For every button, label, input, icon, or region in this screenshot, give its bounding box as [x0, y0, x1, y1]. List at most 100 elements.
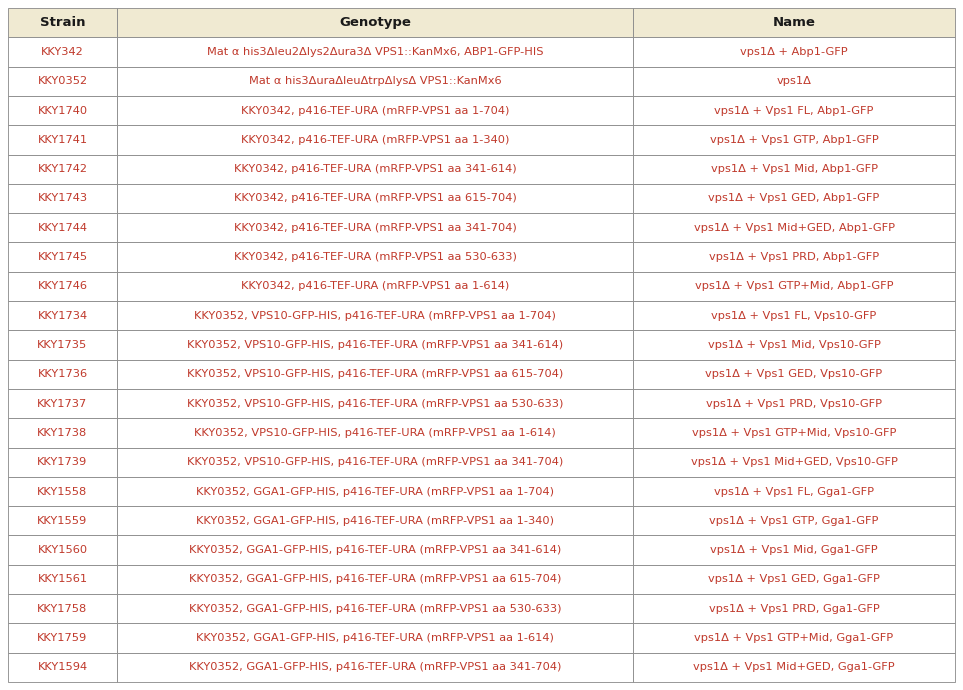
Text: KKY0352, GGA1-GFP-HIS, p416-TEF-URA (mRFP-VPS1 aa 615-704): KKY0352, GGA1-GFP-HIS, p416-TEF-URA (mRF…	[189, 575, 561, 584]
Bar	[8, 37, 117, 67]
Text: vps1Δ + Vps1 Mid+GED, Abp1-GFP: vps1Δ + Vps1 Mid+GED, Abp1-GFP	[693, 223, 895, 233]
Bar	[117, 594, 633, 623]
Bar	[633, 389, 955, 418]
Text: KKY1736: KKY1736	[38, 369, 88, 380]
Text: vps1Δ + Vps1 Mid, Vps10-GFP: vps1Δ + Vps1 Mid, Vps10-GFP	[708, 340, 880, 350]
Bar	[8, 535, 117, 565]
Bar	[633, 37, 955, 67]
Text: KKY0352, GGA1-GFP-HIS, p416-TEF-URA (mRFP-VPS1 aa 1-614): KKY0352, GGA1-GFP-HIS, p416-TEF-URA (mRF…	[196, 633, 554, 643]
Text: KKY0352: KKY0352	[38, 77, 88, 86]
Bar	[8, 418, 117, 448]
Text: KKY0352, VPS10-GFP-HIS, p416-TEF-URA (mRFP-VPS1 aa 1-614): KKY0352, VPS10-GFP-HIS, p416-TEF-URA (mR…	[195, 428, 556, 438]
Bar	[117, 506, 633, 535]
Bar	[8, 506, 117, 535]
Bar	[8, 67, 117, 96]
Bar	[117, 623, 633, 653]
Bar	[633, 96, 955, 125]
Text: Mat α his3Δleu2Δlys2Δura3Δ VPS1::KanMx6, ABP1-GFP-HIS: Mat α his3Δleu2Δlys2Δura3Δ VPS1::KanMx6,…	[207, 47, 543, 57]
Text: KKY1745: KKY1745	[38, 252, 88, 262]
Text: vps1Δ + Vps1 GTP+Mid, Abp1-GFP: vps1Δ + Vps1 GTP+Mid, Abp1-GFP	[694, 282, 894, 291]
Text: KKY1561: KKY1561	[38, 575, 88, 584]
Bar	[633, 418, 955, 448]
Bar	[633, 477, 955, 506]
Bar	[117, 125, 633, 155]
Text: vps1Δ + Vps1 GTP+Mid, Gga1-GFP: vps1Δ + Vps1 GTP+Mid, Gga1-GFP	[694, 633, 894, 643]
Text: vps1Δ + Vps1 FL, Abp1-GFP: vps1Δ + Vps1 FL, Abp1-GFP	[715, 106, 873, 115]
Text: KKY0342, p416-TEF-URA (mRFP-VPS1 aa 615-704): KKY0342, p416-TEF-URA (mRFP-VPS1 aa 615-…	[234, 193, 516, 204]
Bar	[117, 272, 633, 301]
Text: KKY1739: KKY1739	[38, 457, 88, 467]
Bar	[633, 653, 955, 682]
Bar	[633, 301, 955, 331]
Bar	[8, 242, 117, 272]
Text: vps1Δ + Vps1 FL, Vps10-GFP: vps1Δ + Vps1 FL, Vps10-GFP	[712, 310, 876, 321]
Text: vps1Δ + Vps1 GED, Gga1-GFP: vps1Δ + Vps1 GED, Gga1-GFP	[708, 575, 880, 584]
Bar	[633, 67, 955, 96]
Text: KKY0352, VPS10-GFP-HIS, p416-TEF-URA (mRFP-VPS1 aa 615-704): KKY0352, VPS10-GFP-HIS, p416-TEF-URA (mR…	[187, 369, 563, 380]
Text: KKY0352, VPS10-GFP-HIS, p416-TEF-URA (mRFP-VPS1 aa 341-704): KKY0352, VPS10-GFP-HIS, p416-TEF-URA (mR…	[187, 457, 563, 467]
Bar	[633, 125, 955, 155]
Bar	[117, 331, 633, 359]
Text: Strain: Strain	[39, 16, 85, 29]
Bar	[8, 565, 117, 594]
Text: vps1Δ + Vps1 PRD, Vps10-GFP: vps1Δ + Vps1 PRD, Vps10-GFP	[706, 399, 882, 408]
Bar	[8, 623, 117, 653]
Bar	[633, 506, 955, 535]
Bar	[117, 565, 633, 594]
Text: KKY1559: KKY1559	[38, 516, 88, 526]
Text: vps1Δ + Vps1 GTP, Abp1-GFP: vps1Δ + Vps1 GTP, Abp1-GFP	[710, 135, 878, 145]
Text: KKY1746: KKY1746	[38, 282, 88, 291]
Text: vps1Δ + Vps1 PRD, Gga1-GFP: vps1Δ + Vps1 PRD, Gga1-GFP	[709, 604, 879, 613]
Text: vps1Δ + Vps1 Mid, Gga1-GFP: vps1Δ + Vps1 Mid, Gga1-GFP	[710, 545, 878, 555]
Bar	[117, 155, 633, 184]
Bar	[117, 477, 633, 506]
Bar	[117, 301, 633, 331]
Text: KKY1738: KKY1738	[38, 428, 88, 438]
Text: KKY0342, p416-TEF-URA (mRFP-VPS1 aa 1-614): KKY0342, p416-TEF-URA (mRFP-VPS1 aa 1-61…	[241, 282, 509, 291]
Bar	[8, 477, 117, 506]
Text: KKY0352, GGA1-GFP-HIS, p416-TEF-URA (mRFP-VPS1 aa 341-704): KKY0352, GGA1-GFP-HIS, p416-TEF-URA (mRF…	[189, 662, 561, 672]
Bar	[117, 8, 633, 37]
Bar	[633, 448, 955, 477]
Bar	[8, 272, 117, 301]
Text: vps1Δ + Vps1 FL, Gga1-GFP: vps1Δ + Vps1 FL, Gga1-GFP	[714, 486, 874, 497]
Text: KKY1734: KKY1734	[38, 310, 88, 321]
Bar	[8, 653, 117, 682]
Bar	[8, 331, 117, 359]
Text: KKY0342, p416-TEF-URA (mRFP-VPS1 aa 341-704): KKY0342, p416-TEF-URA (mRFP-VPS1 aa 341-…	[234, 223, 516, 233]
Bar	[117, 389, 633, 418]
Text: Name: Name	[772, 16, 816, 29]
Bar	[633, 331, 955, 359]
Text: KKY0342, p416-TEF-URA (mRFP-VPS1 aa 1-340): KKY0342, p416-TEF-URA (mRFP-VPS1 aa 1-34…	[241, 135, 509, 145]
Bar	[8, 96, 117, 125]
Bar	[8, 594, 117, 623]
Text: KKY1594: KKY1594	[38, 662, 88, 672]
Text: KKY0342, p416-TEF-URA (mRFP-VPS1 aa 341-614): KKY0342, p416-TEF-URA (mRFP-VPS1 aa 341-…	[234, 164, 516, 174]
Bar	[8, 125, 117, 155]
Text: KKY1737: KKY1737	[38, 399, 88, 408]
Text: KKY1735: KKY1735	[38, 340, 88, 350]
Text: KKY0352, GGA1-GFP-HIS, p416-TEF-URA (mRFP-VPS1 aa 1-340): KKY0352, GGA1-GFP-HIS, p416-TEF-URA (mRF…	[195, 516, 554, 526]
Bar	[117, 418, 633, 448]
Text: KKY0352, VPS10-GFP-HIS, p416-TEF-URA (mRFP-VPS1 aa 530-633): KKY0352, VPS10-GFP-HIS, p416-TEF-URA (mR…	[187, 399, 563, 408]
Bar	[8, 301, 117, 331]
Text: vps1Δ + Vps1 GED, Vps10-GFP: vps1Δ + Vps1 GED, Vps10-GFP	[706, 369, 882, 380]
Bar	[8, 389, 117, 418]
Bar	[117, 213, 633, 242]
Bar	[117, 242, 633, 272]
Text: vps1Δ: vps1Δ	[776, 77, 812, 86]
Bar	[633, 184, 955, 213]
Text: vps1Δ + Vps1 PRD, Abp1-GFP: vps1Δ + Vps1 PRD, Abp1-GFP	[709, 252, 879, 262]
Text: Mat α his3ΔuraΔleuΔtrpΔlysΔ VPS1::KanMx6: Mat α his3ΔuraΔleuΔtrpΔlysΔ VPS1::KanMx6	[248, 77, 502, 86]
Text: vps1Δ + Vps1 Mid+GED, Gga1-GFP: vps1Δ + Vps1 Mid+GED, Gga1-GFP	[693, 662, 895, 672]
Text: KKY1742: KKY1742	[38, 164, 88, 174]
Text: KKY1558: KKY1558	[38, 486, 88, 497]
Text: KKY0352, GGA1-GFP-HIS, p416-TEF-URA (mRFP-VPS1 aa 1-704): KKY0352, GGA1-GFP-HIS, p416-TEF-URA (mRF…	[195, 486, 554, 497]
Bar	[117, 448, 633, 477]
Bar	[117, 359, 633, 389]
Bar	[117, 535, 633, 565]
Text: vps1Δ + Vps1 GTP, Gga1-GFP: vps1Δ + Vps1 GTP, Gga1-GFP	[710, 516, 878, 526]
Text: KKY1758: KKY1758	[38, 604, 88, 613]
Bar	[8, 8, 117, 37]
Text: KKY1744: KKY1744	[38, 223, 88, 233]
